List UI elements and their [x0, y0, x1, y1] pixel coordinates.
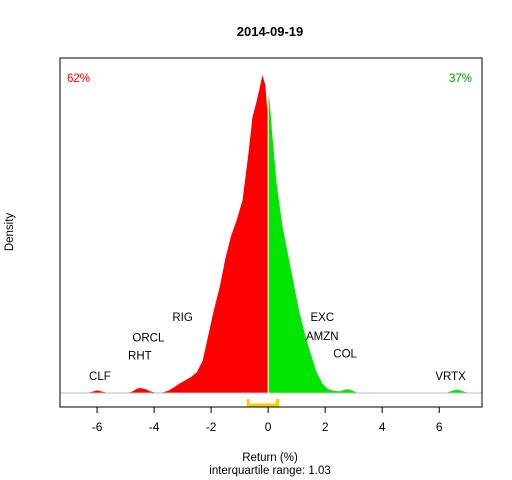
ticker-label-exc: EXC [310, 312, 334, 324]
y-axis-label: Density [4, 213, 16, 252]
x-axis-label: Return (%) [242, 452, 298, 464]
chart-title: 2014-09-19 [237, 24, 304, 39]
negative-density-fill [85, 75, 269, 393]
x-tick-label: -6 [92, 420, 103, 434]
x-tick-label: 2 [322, 420, 329, 434]
ticker-label-clf: CLF [89, 371, 111, 383]
ticker-label-vrtx: VRTX [435, 371, 466, 383]
x-tick-label: 6 [436, 420, 443, 434]
x-tick-label: -2 [206, 420, 217, 434]
ticker-label-amzn: AMZN [306, 331, 339, 343]
positive-density-area [268, 91, 471, 394]
ticker-label-col: COL [333, 349, 357, 361]
negative-share-label: 62% [67, 73, 90, 85]
iqr-bracket [246, 399, 280, 407]
x-tick-label: 4 [379, 420, 386, 434]
ticker-label-rht: RHT [128, 350, 152, 362]
x-tick-label: 0 [265, 420, 272, 434]
plot-area: CLF RHT ORCL RIG EXC AMZN COL VRTX [60, 75, 482, 407]
x-tick-label: -4 [149, 420, 160, 434]
ticker-label-orcl: ORCL [132, 333, 165, 345]
ticker-annotations: CLF RHT ORCL RIG EXC AMZN COL VRTX [89, 312, 466, 383]
iqr-subtitle: interquartile range: 1.03 [209, 465, 330, 477]
negative-density-area [85, 75, 269, 393]
x-axis: -6 -4 -2 0 2 4 6 [92, 407, 443, 434]
ticker-label-rig: RIG [172, 312, 193, 324]
positive-density-fill [268, 91, 471, 394]
positive-share-label: 37% [449, 73, 472, 85]
plot-frame [59, 57, 483, 408]
